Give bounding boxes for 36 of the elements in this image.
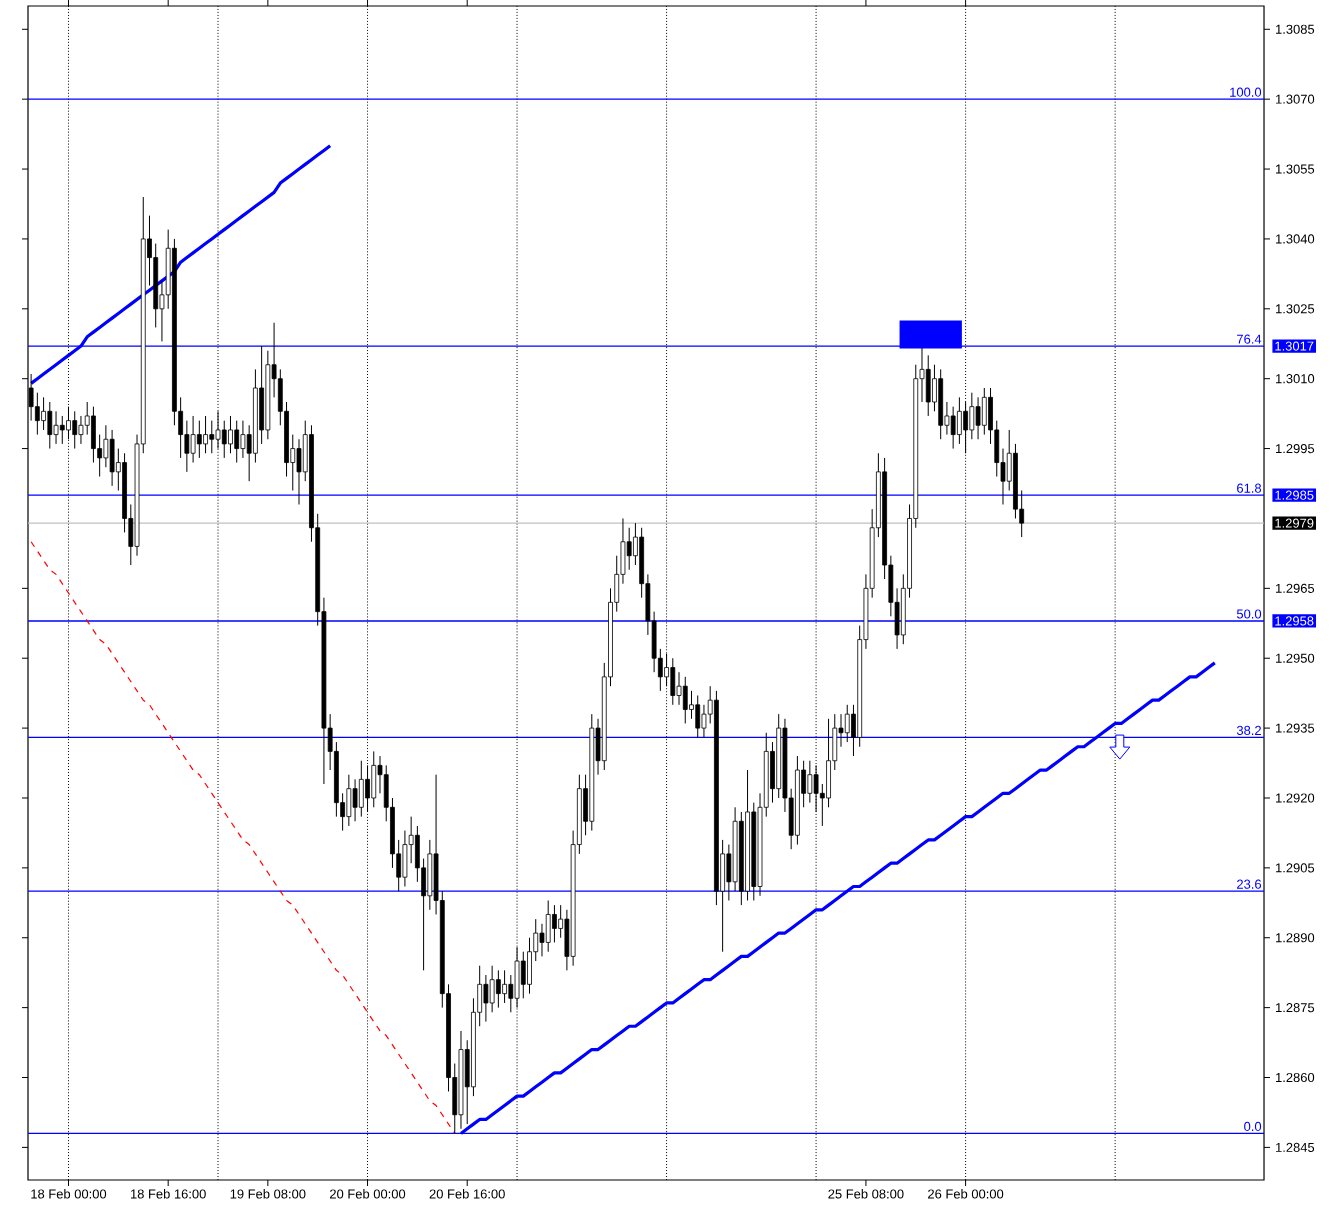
candlestick bbox=[807, 760, 813, 804]
candlestick bbox=[72, 410, 78, 450]
candlestick bbox=[626, 527, 632, 571]
candlestick bbox=[925, 354, 931, 417]
candlestick bbox=[371, 750, 377, 808]
candlestick bbox=[502, 969, 507, 1004]
candlestick bbox=[545, 899, 551, 953]
candlestick bbox=[495, 969, 501, 1009]
candlestick bbox=[358, 760, 364, 818]
candlestick bbox=[483, 974, 489, 1023]
candlestick bbox=[196, 420, 202, 459]
candlestick bbox=[203, 415, 208, 454]
candlestick bbox=[676, 671, 682, 706]
candlestick bbox=[296, 438, 302, 505]
candlestick bbox=[234, 420, 240, 464]
candlestick bbox=[950, 406, 956, 450]
candlestick bbox=[975, 396, 981, 440]
candlestick bbox=[682, 676, 688, 724]
candlestick bbox=[844, 704, 850, 743]
candlestick bbox=[520, 951, 526, 999]
candlestick bbox=[346, 774, 352, 827]
candlestick bbox=[695, 694, 701, 738]
candlestick bbox=[47, 401, 53, 450]
candlestick bbox=[956, 396, 962, 445]
candlestick bbox=[352, 778, 358, 822]
candlestick bbox=[938, 368, 944, 440]
candlestick bbox=[209, 420, 215, 454]
candlestick bbox=[41, 396, 46, 431]
candlestick bbox=[109, 429, 115, 487]
candlestick bbox=[228, 415, 233, 454]
candlestick bbox=[59, 415, 65, 445]
candlestick bbox=[981, 387, 987, 436]
candlestick bbox=[552, 904, 557, 943]
candlestick bbox=[190, 415, 196, 464]
candlestick bbox=[240, 420, 246, 459]
candlestick bbox=[53, 410, 59, 445]
